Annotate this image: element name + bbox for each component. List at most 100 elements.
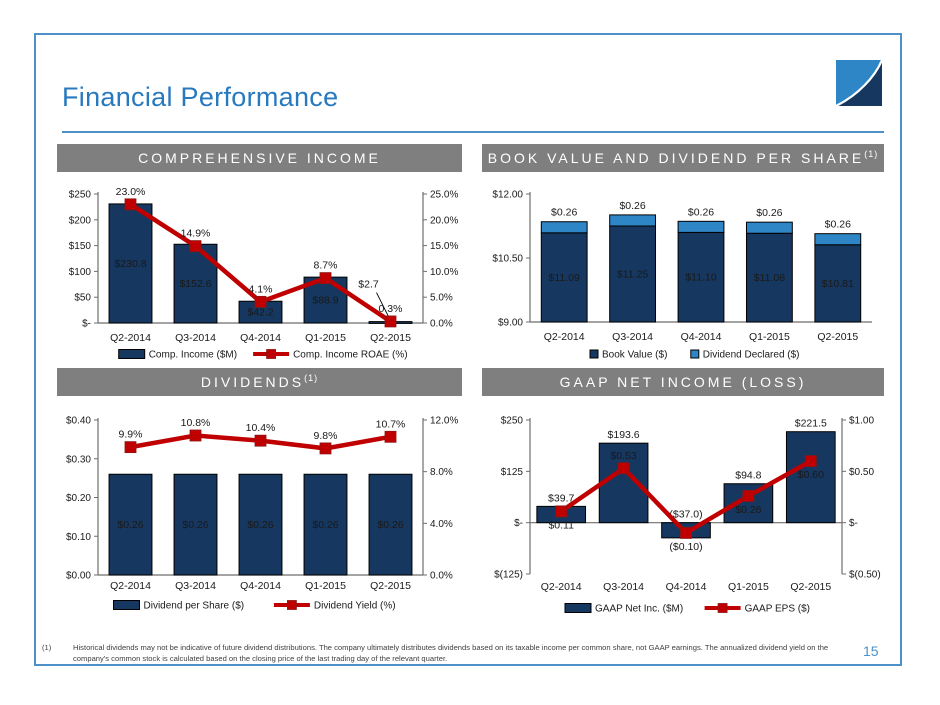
svg-text:$88.9: $88.9 xyxy=(312,295,338,307)
svg-text:$230.8: $230.8 xyxy=(114,258,146,270)
page-number: 15 xyxy=(863,643,879,659)
svg-text:$0.26: $0.26 xyxy=(377,519,403,531)
svg-text:$-: $- xyxy=(82,319,91,330)
svg-text:$193.6: $193.6 xyxy=(608,429,640,441)
svg-text:($0.10): ($0.10) xyxy=(669,541,702,553)
svg-text:Q4-2014: Q4-2014 xyxy=(681,331,722,343)
svg-text:$0.26: $0.26 xyxy=(312,519,338,531)
svg-text:$10.50: $10.50 xyxy=(492,254,523,265)
svg-text:Q4-2014: Q4-2014 xyxy=(240,580,281,592)
svg-text:$0.26: $0.26 xyxy=(825,219,851,231)
svg-text:12.0%: 12.0% xyxy=(430,416,458,427)
panel-title-text: DIVIDENDS xyxy=(200,374,305,390)
svg-text:$2.7: $2.7 xyxy=(358,279,379,291)
svg-text:Q1-2015: Q1-2015 xyxy=(728,581,769,593)
svg-text:Q2-2014: Q2-2014 xyxy=(544,331,585,343)
chart-dividends: $0.00 $0.10 $0.20 $0.30 $0.40 0.0% 4.0% 8.0% 12.… xyxy=(66,416,458,612)
svg-text:$100: $100 xyxy=(69,267,92,278)
svg-text:Q2-2015: Q2-2015 xyxy=(790,581,831,593)
svg-text:$200: $200 xyxy=(69,215,92,226)
svg-text:Dividend Yield (%): Dividend Yield (%) xyxy=(314,601,396,612)
svg-text:9.8%: 9.8% xyxy=(314,430,338,442)
svg-text:Q3-2014: Q3-2014 xyxy=(612,331,653,343)
svg-text:4.1%: 4.1% xyxy=(249,283,273,295)
svg-text:GAAP EPS ($): GAAP EPS ($) xyxy=(745,604,810,615)
svg-text:$0.10: $0.10 xyxy=(66,532,91,543)
svg-text:$0.60: $0.60 xyxy=(798,469,824,481)
panel-title-dividends: DIVIDENDS (1) xyxy=(57,368,462,396)
svg-text:Q2-2014: Q2-2014 xyxy=(110,580,151,592)
svg-text:0.0%: 0.0% xyxy=(430,319,453,330)
svg-text:9.9%: 9.9% xyxy=(119,429,143,441)
svg-text:Comp. Income ($M): Comp. Income ($M) xyxy=(149,350,237,361)
svg-text:$125: $125 xyxy=(501,467,524,478)
svg-text:$11.10: $11.10 xyxy=(685,272,716,284)
chart-gaap-net-income: $(125) $- $125 $250 $(0.50) $- $0.50 $1.00 $39.7… xyxy=(494,416,881,615)
svg-text:0.3%: 0.3% xyxy=(379,303,403,315)
svg-text:Q2-2015: Q2-2015 xyxy=(817,331,858,343)
svg-text:4.0%: 4.0% xyxy=(430,519,453,530)
svg-text:5.0%: 5.0% xyxy=(430,293,453,304)
svg-text:Q3-2014: Q3-2014 xyxy=(175,580,216,592)
panel-title-comprehensive-income: COMPREHENSIVE INCOME xyxy=(57,144,462,172)
svg-text:20.0%: 20.0% xyxy=(430,215,458,226)
svg-text:$50: $50 xyxy=(74,293,91,304)
svg-text:Q2-2015: Q2-2015 xyxy=(370,580,411,592)
footnote-text: Historical dividends may not be indicati… xyxy=(73,643,829,663)
svg-text:$(0.50): $(0.50) xyxy=(849,570,881,581)
svg-text:10.7%: 10.7% xyxy=(376,418,406,430)
panel-title-text: GAAP NET INCOME (LOSS) xyxy=(559,374,807,390)
svg-text:8.0%: 8.0% xyxy=(430,467,453,478)
svg-text:Book Value ($): Book Value ($) xyxy=(602,350,667,361)
svg-text:$0.26: $0.26 xyxy=(551,207,577,219)
svg-text:$(125): $(125) xyxy=(494,570,523,581)
svg-text:$0.26: $0.26 xyxy=(619,200,645,212)
svg-text:$0.30: $0.30 xyxy=(66,454,91,465)
svg-text:$0.40: $0.40 xyxy=(66,416,91,427)
svg-text:$0.26: $0.26 xyxy=(182,519,208,531)
slide-border xyxy=(34,33,902,666)
svg-text:$1.00: $1.00 xyxy=(849,416,874,427)
svg-text:Q3-2014: Q3-2014 xyxy=(603,581,644,593)
svg-text:Dividend Declared ($): Dividend Declared ($) xyxy=(703,350,800,361)
footnote: (1) Historical dividends may not be indi… xyxy=(42,642,842,664)
svg-text:$9.00: $9.00 xyxy=(498,318,523,329)
footnote-superscript: (1) xyxy=(304,373,319,383)
svg-text:Q1-2015: Q1-2015 xyxy=(749,331,790,343)
svg-text:Q1-2015: Q1-2015 xyxy=(305,580,346,592)
footnote-marker: (1) xyxy=(42,643,52,652)
svg-text:10.0%: 10.0% xyxy=(430,267,458,278)
svg-text:$-: $- xyxy=(514,518,523,529)
svg-text:$0.26: $0.26 xyxy=(117,519,143,531)
svg-text:$250: $250 xyxy=(69,190,92,201)
title-underline xyxy=(62,131,884,133)
panel-title-text: COMPREHENSIVE INCOME xyxy=(138,150,381,166)
company-logo-icon xyxy=(835,59,884,107)
svg-text:$0.20: $0.20 xyxy=(66,493,91,504)
svg-text:Q4-2014: Q4-2014 xyxy=(666,581,707,593)
svg-text:Comp. Income ROAE (%): Comp. Income ROAE (%) xyxy=(293,350,407,361)
svg-text:Dividend per Share ($): Dividend per Share ($) xyxy=(144,601,245,612)
svg-text:Q3-2014: Q3-2014 xyxy=(175,332,216,344)
svg-text:$39.7: $39.7 xyxy=(548,492,574,504)
svg-text:Q1-2015: Q1-2015 xyxy=(305,332,346,344)
svg-text:$221.5: $221.5 xyxy=(795,418,827,430)
footnote-superscript: (1) xyxy=(864,149,879,159)
svg-text:$0.26: $0.26 xyxy=(247,519,273,531)
page-title: Financial Performance xyxy=(62,82,339,112)
svg-text:$0.26: $0.26 xyxy=(688,206,714,218)
svg-text:Q2-2015: Q2-2015 xyxy=(370,332,411,344)
svg-text:10.8%: 10.8% xyxy=(181,417,211,429)
svg-text:$0.11: $0.11 xyxy=(548,519,574,531)
svg-text:8.7%: 8.7% xyxy=(314,260,338,272)
svg-text:$0.26: $0.26 xyxy=(735,504,761,516)
svg-text:$150: $150 xyxy=(69,241,92,252)
svg-text:$0.53: $0.53 xyxy=(610,450,636,462)
svg-text:23.0%: 23.0% xyxy=(116,186,146,198)
svg-text:Q4-2014: Q4-2014 xyxy=(240,332,281,344)
svg-text:$11.25: $11.25 xyxy=(617,269,648,281)
svg-text:$250: $250 xyxy=(501,416,524,427)
svg-text:$94.8: $94.8 xyxy=(735,470,761,482)
svg-text:10.4%: 10.4% xyxy=(246,422,276,434)
